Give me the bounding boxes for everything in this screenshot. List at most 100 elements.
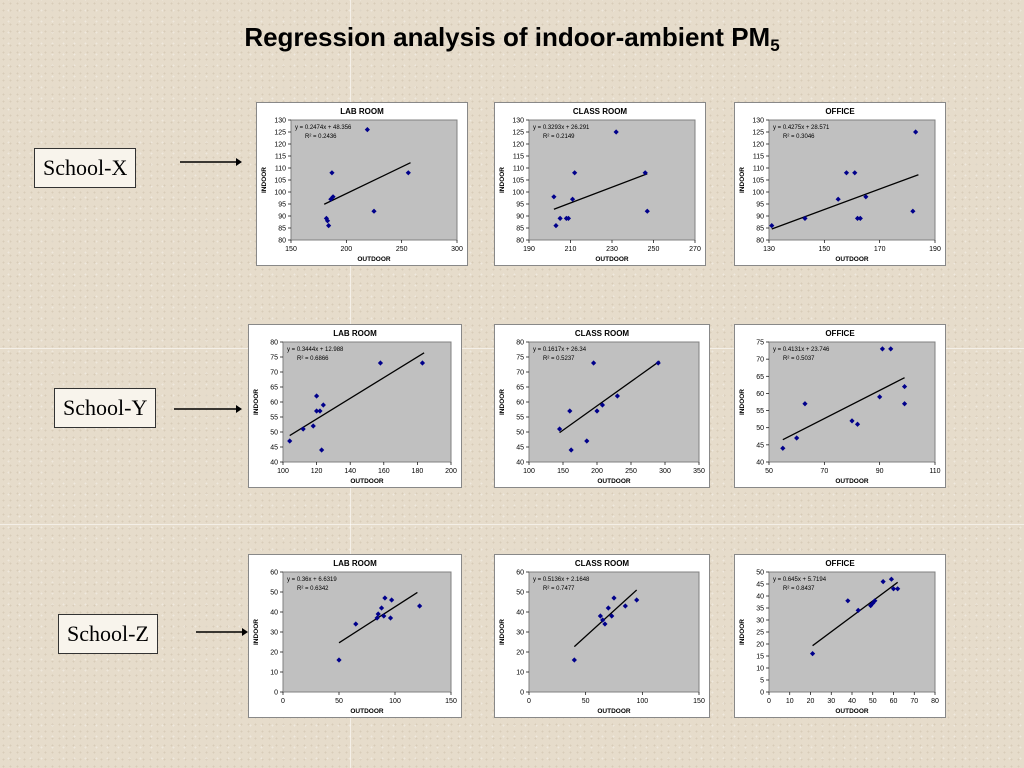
data-point <box>314 408 320 414</box>
plot-area <box>528 571 700 693</box>
data-point <box>419 360 426 366</box>
x-axis-label: OUTDOOR <box>597 478 631 485</box>
x-tick-label: 250 <box>648 246 660 253</box>
y-tick-label: 50 <box>516 590 524 597</box>
chart-school-z-class-room: CLASS ROOM 0 10 20 30 40 50 60 0 50 100 150 OUTDOOR I… <box>494 554 710 718</box>
r-squared: R² = 0.5037 <box>783 356 815 362</box>
x-tick-label: 120 <box>311 468 323 475</box>
y-tick-label: 45 <box>270 445 278 452</box>
trend-line <box>782 377 905 441</box>
data-point <box>569 196 576 202</box>
y-tick-label: 105 <box>512 178 524 185</box>
y-axis-label: INDOOR <box>261 167 268 193</box>
y-axis-label: INDOOR <box>499 619 506 645</box>
r-squared: R² = 0.8437 <box>783 586 815 592</box>
data-point <box>584 438 590 444</box>
chart-school-y-office: OFFICE 40 45 50 55 60 65 70 75 50 70 90 110 OUTDOOR IN… <box>734 324 946 488</box>
data-point <box>374 615 380 621</box>
y-tick-label: 50 <box>270 590 278 597</box>
y-axis-label: INDOOR <box>253 389 260 415</box>
data-point <box>320 402 326 408</box>
y-tick-label: 125 <box>752 130 764 137</box>
r-squared: R² = 0.6342 <box>297 586 329 592</box>
school-z-label: School-Z <box>58 614 158 654</box>
y-tick-label: 120 <box>752 142 764 149</box>
y-tick-label: 80 <box>516 238 524 245</box>
x-axis-label: OUTDOOR <box>835 256 869 263</box>
regression-equation: y = 0.4131x + 23.746 <box>773 347 830 353</box>
x-tick-label: 250 <box>625 468 637 475</box>
data-point <box>565 215 572 221</box>
data-point <box>913 129 919 135</box>
data-point <box>287 438 293 444</box>
x-tick-label: 80 <box>931 698 939 705</box>
school-z-arrow <box>196 628 248 636</box>
x-tick-label: 50 <box>335 698 343 705</box>
y-axis-label: INDOOR <box>739 167 746 193</box>
y-tick-label: 95 <box>516 202 524 209</box>
y-tick-label: 50 <box>756 570 764 577</box>
plot-area <box>768 571 936 693</box>
y-tick-label: 40 <box>270 610 278 617</box>
data-point <box>353 621 359 627</box>
y-tick-label: 45 <box>756 582 764 589</box>
regression-equation: y = 0.5136x + 2.1648 <box>533 577 590 583</box>
y-tick-label: 30 <box>516 630 524 637</box>
x-tick-label: 10 <box>786 698 794 705</box>
x-tick-label: 190 <box>929 246 941 253</box>
background-line <box>0 524 1024 525</box>
y-tick-label: 5 <box>760 678 764 685</box>
y-tick-label: 85 <box>278 226 286 233</box>
data-point <box>310 423 316 429</box>
y-tick-label: 55 <box>270 415 278 422</box>
y-tick-label: 110 <box>513 166 524 173</box>
x-tick-label: 190 <box>523 246 535 253</box>
y-tick-label: 90 <box>756 214 764 221</box>
x-tick-label: 180 <box>412 468 424 475</box>
chart-title: OFFICE <box>825 329 855 338</box>
chart-svg: OFFICE 0 5 10 15 20 25 30 35 40 45 50 0 10 20 30 40 50 60 7… <box>739 559 939 715</box>
page-title-subscript: 5 <box>770 36 780 55</box>
data-point <box>568 447 574 453</box>
x-tick-label: 50 <box>765 468 773 475</box>
data-point <box>319 447 325 453</box>
r-squared: R² = 0.7477 <box>543 586 575 592</box>
x-axis-label: OUTDOOR <box>350 708 384 715</box>
y-tick-label: 60 <box>270 570 278 577</box>
x-tick-label: 140 <box>344 468 356 475</box>
y-tick-label: 120 <box>274 142 286 149</box>
trend-line <box>771 174 919 230</box>
data-point <box>377 360 384 366</box>
y-tick-label: 60 <box>516 570 524 577</box>
data-point <box>890 586 897 592</box>
y-tick-label: 80 <box>516 340 524 347</box>
y-tick-label: 80 <box>270 340 278 347</box>
chart-svg: OFFICE 40 45 50 55 60 65 70 75 50 70 90 110 OUTDOOR IN… <box>739 329 941 485</box>
y-axis-label: INDOOR <box>253 619 260 645</box>
x-tick-label: 150 <box>445 698 457 705</box>
page-title: Regression analysis of indoor-ambient PM… <box>0 22 1024 56</box>
y-tick-label: 130 <box>752 118 764 125</box>
x-tick-label: 0 <box>767 698 771 705</box>
x-tick-label: 200 <box>340 246 352 253</box>
chart-title: CLASS ROOM <box>573 107 628 116</box>
y-tick-label: 110 <box>275 166 286 173</box>
x-tick-label: 150 <box>557 468 569 475</box>
data-point <box>642 170 648 176</box>
x-axis-label: OUTDOOR <box>357 256 391 263</box>
y-tick-label: 130 <box>512 118 524 125</box>
x-tick-label: 60 <box>890 698 898 705</box>
data-point <box>375 611 381 617</box>
data-point <box>557 215 563 221</box>
y-tick-label: 80 <box>756 238 764 245</box>
data-point <box>611 595 617 601</box>
y-tick-label: 75 <box>270 355 278 362</box>
r-squared: R² = 0.3046 <box>783 134 815 140</box>
y-tick-label: 40 <box>756 460 764 467</box>
y-axis-label: INDOOR <box>739 389 746 415</box>
y-tick-label: 105 <box>274 178 286 185</box>
x-tick-label: 30 <box>827 698 835 705</box>
data-point <box>594 408 600 414</box>
chart-svg: CLASS ROOM 40 45 50 55 60 65 70 75 80 100 150 200 250… <box>499 329 705 485</box>
y-tick-label: 0 <box>760 690 764 697</box>
